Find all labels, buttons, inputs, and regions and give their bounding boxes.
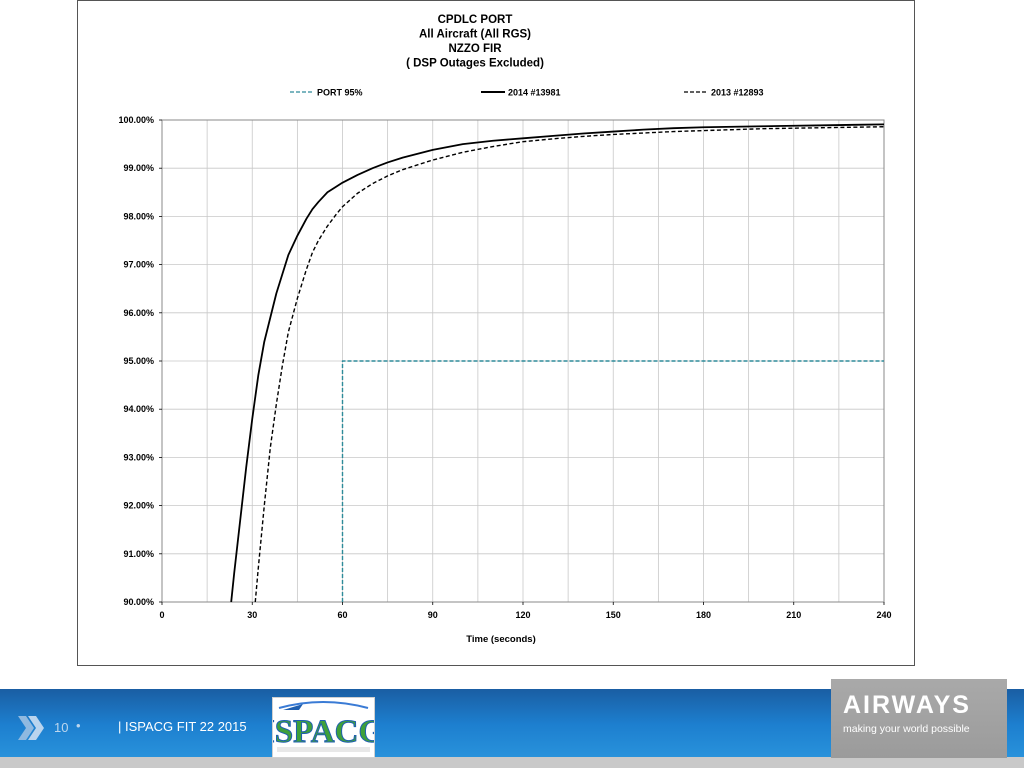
series-line-1 [230,123,885,603]
x-axis-title: Time (seconds) [466,634,536,645]
y-tick-label-3: 93.00% [123,452,154,462]
airways-tagline: making your world possible [843,723,970,735]
svg-text:ISPACG: ISPACG [273,714,374,750]
chart-title-line-0: CPDLC PORT [438,14,513,26]
y-tick-label-5: 95.00% [123,356,154,366]
footer-bottom-strip [0,757,1024,768]
x-tick-label-4: 120 [515,610,530,620]
y-tick-label-8: 98.00% [123,211,154,221]
chart-title-line-2: NZZO FIR [448,43,502,55]
y-tick-label-0: 90.00% [123,597,154,607]
y-tick-label-6: 96.00% [123,308,154,318]
y-tick-label-1: 91.00% [123,549,154,559]
y-tick-label-2: 92.00% [123,501,154,511]
series-line-0 [341,360,884,602]
x-tick-label-1: 30 [247,610,257,620]
chevron-arrow-icon [18,716,44,740]
ispacg-logo: ISPACG [272,697,375,758]
x-tick-label-7: 210 [786,610,801,620]
x-tick-label-6: 180 [696,610,711,620]
footer-caption: | ISPACG FIT 22 2015 [118,719,247,734]
chart-frame: CPDLC PORT All Aircraft (All RGS) NZZO FIR… [77,0,915,666]
airways-logo: AIRWAYS [843,691,971,719]
cpdlc-port-chart: CPDLC PORT All Aircraft (All RGS) NZZO FIR… [118,14,891,645]
x-tick-label-2: 60 [337,610,347,620]
legend-label-1: 2014 #13981 [508,88,561,98]
y-tick-label-9: 99.00% [123,163,154,173]
x-tick-label-0: 0 [159,610,164,620]
y-tick-label-7: 97.00% [123,260,154,270]
chart-title-line-1: All Aircraft (All RGS) [419,29,531,41]
airways-logo-box: AIRWAYS making your world possible [831,679,1007,758]
page-number: 10 [54,720,69,735]
x-tick-label-8: 240 [876,610,891,620]
ispacg-logo-graphic: ISPACG [273,698,374,757]
legend-label-0: PORT 95% [317,88,363,98]
legend-label-2: 2013 #12893 [711,88,764,98]
x-tick-label-3: 90 [428,610,438,620]
footer-bullet: • [76,718,81,733]
series-line-2 [254,126,885,603]
y-tick-label-4: 94.00% [123,404,154,414]
x-tick-label-5: 150 [606,610,621,620]
y-tick-label-10: 100.00% [118,115,154,125]
chart-title-line-3: ( DSP Outages Excluded) [406,58,544,70]
